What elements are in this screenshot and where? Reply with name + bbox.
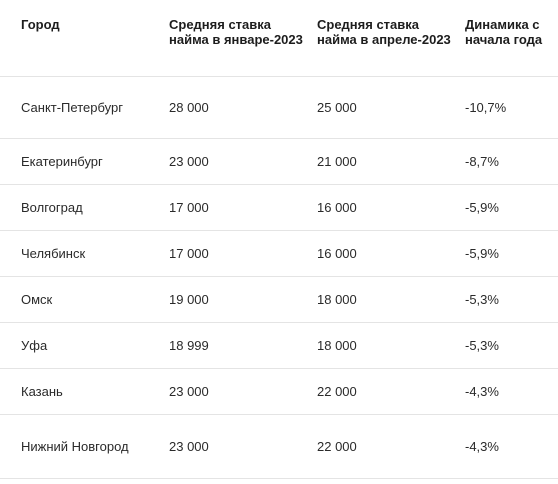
april-rate-cell: 21 000 — [317, 153, 357, 169]
change-cell: -5,9% — [465, 199, 499, 215]
change-cell: -10,7% — [465, 99, 507, 115]
table-row: Нижний Новгород 23 000 22 000 -4,3% — [0, 415, 558, 479]
april-rate-cell: 25 000 — [317, 99, 357, 115]
january-rate-cell: 23 000 — [169, 383, 209, 399]
change-cell: -8,7% — [465, 153, 499, 169]
city-cell: Омск — [21, 291, 53, 307]
change-cell: -4,3% — [465, 383, 499, 399]
header-april-rate: Средняя ставка найма в апреле-2023 — [317, 17, 451, 47]
april-rate-cell: 18 000 — [317, 337, 357, 353]
city-cell: Уфа — [21, 337, 48, 353]
city-cell: Челябинск — [21, 245, 86, 261]
city-cell: Казань — [21, 383, 63, 399]
city-cell: Екатеринбург — [21, 153, 103, 169]
header-change: Динамика с начала года — [465, 17, 543, 47]
january-rate-cell: 28 000 — [169, 99, 209, 115]
city-cell: Волгоград — [21, 199, 83, 215]
april-rate-cell: 16 000 — [317, 245, 357, 261]
header-january-rate: Средняя ставка найма в январе-2023 — [169, 17, 303, 47]
header-city: Город — [21, 17, 60, 32]
table-row: Волгоград 17 000 16 000 -5,9% — [0, 185, 558, 231]
january-rate-cell: 19 000 — [169, 291, 209, 307]
january-rate-cell: 18 999 — [169, 337, 209, 353]
table-row: Казань 23 000 22 000 -4,3% — [0, 369, 558, 415]
city-cell: Санкт-Петербург — [21, 99, 123, 115]
table-row: Екатеринбург 23 000 21 000 -8,7% — [0, 139, 558, 185]
april-rate-cell: 18 000 — [317, 291, 357, 307]
january-rate-cell: 23 000 — [169, 438, 209, 454]
change-cell: -5,3% — [465, 337, 499, 353]
april-rate-cell: 22 000 — [317, 438, 357, 454]
change-cell: -5,3% — [465, 291, 499, 307]
table-row: Омск 19 000 18 000 -5,3% — [0, 277, 558, 323]
table-row: Санкт-Петербург 28 000 25 000 -10,7% — [0, 77, 558, 139]
april-rate-cell: 22 000 — [317, 383, 357, 399]
change-cell: -5,9% — [465, 245, 499, 261]
table-row: Уфа 18 999 18 000 -5,3% — [0, 323, 558, 369]
change-cell: -4,3% — [465, 438, 499, 454]
april-rate-cell: 16 000 — [317, 199, 357, 215]
table-row: Челябинск 17 000 16 000 -5,9% — [0, 231, 558, 277]
january-rate-cell: 17 000 — [169, 245, 209, 261]
table-header-row: Город Средняя ставка найма в январе-2023… — [0, 0, 558, 77]
january-rate-cell: 23 000 — [169, 153, 209, 169]
january-rate-cell: 17 000 — [169, 199, 209, 215]
city-cell: Нижний Новгород — [21, 438, 129, 454]
